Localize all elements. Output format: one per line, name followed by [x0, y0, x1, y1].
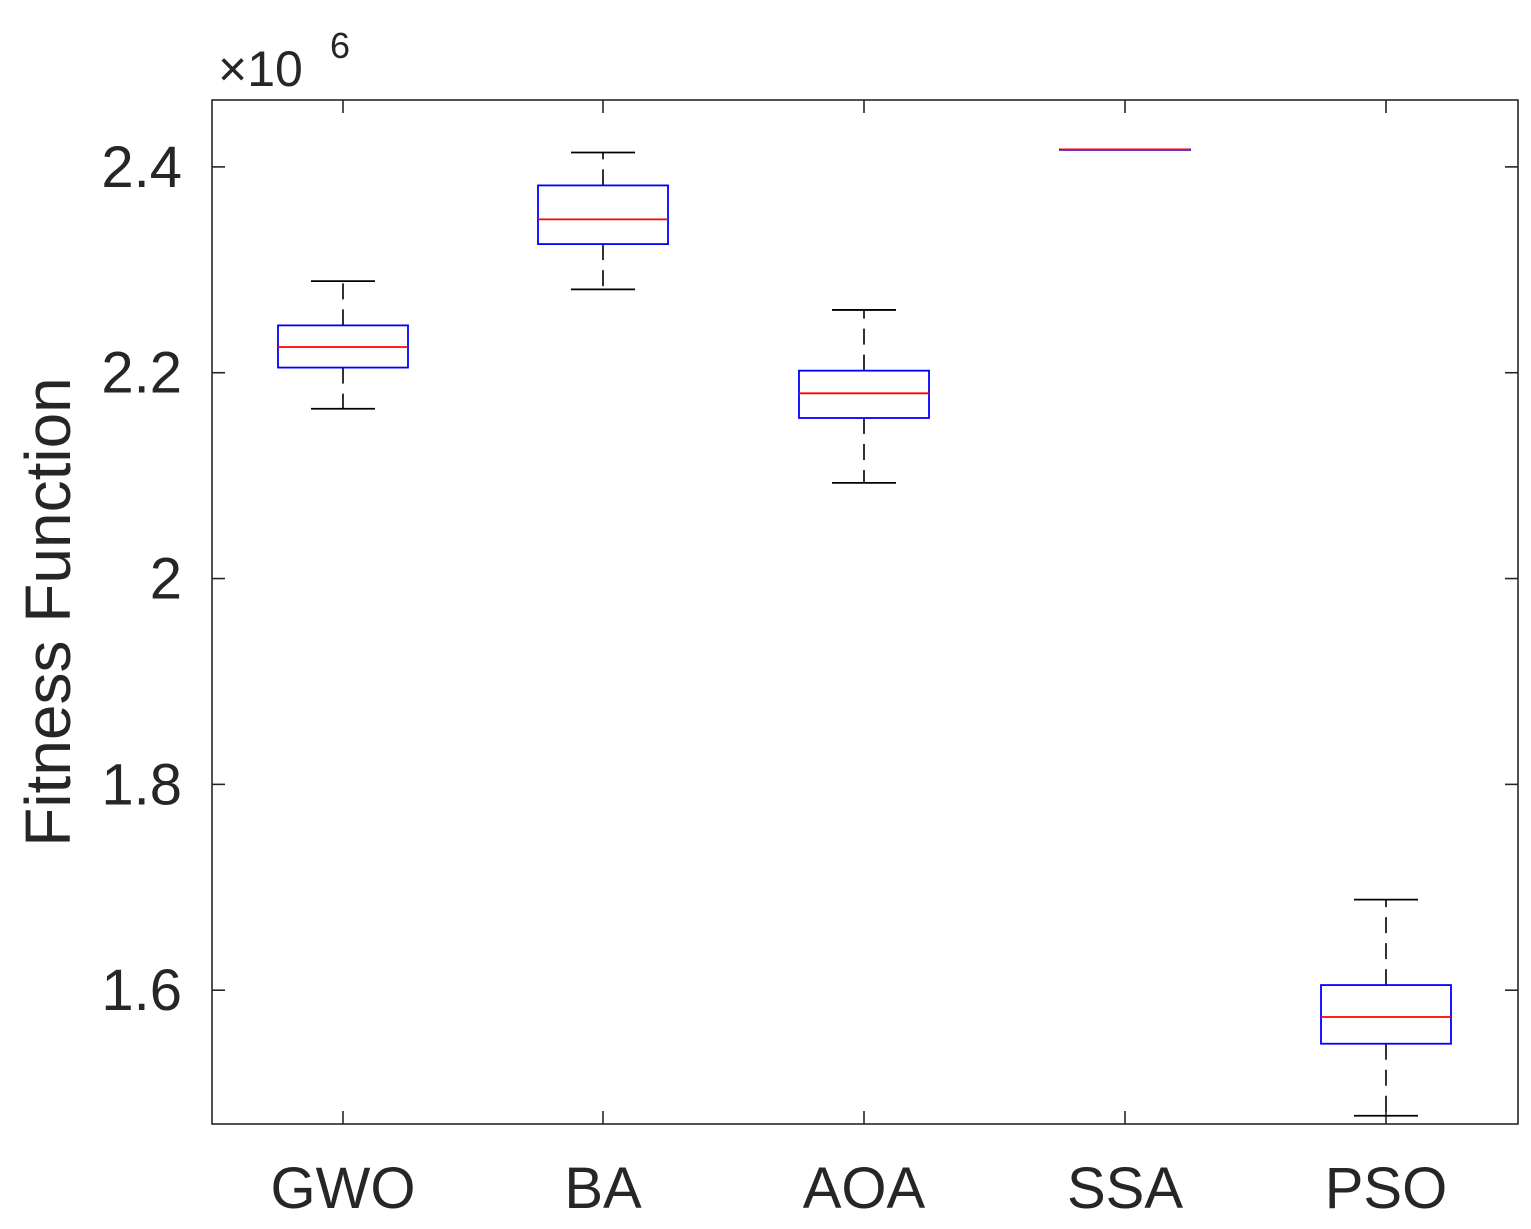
box-aoa: [798, 309, 930, 484]
y-tick-label: 1.6: [101, 958, 182, 1023]
box-plots: [277, 148, 1452, 1117]
box-ssa: [1059, 148, 1191, 151]
y-axis-title: Fitness Function: [12, 377, 84, 847]
y-tick-label: 2.2: [101, 341, 182, 406]
x-tick-label: PSO: [1325, 1156, 1448, 1221]
y-tick-label: 2.4: [101, 135, 182, 200]
box-pso: [1320, 898, 1452, 1117]
plot-frame: [211, 99, 1519, 1125]
box-gwo: [277, 280, 409, 410]
y-tick-label: 2: [150, 547, 182, 612]
x-tick-label: GWO: [271, 1156, 416, 1221]
axes: 1.6 1.8 2 2.2 2.4 GWO BA AOA SSA PSO: [101, 99, 1519, 1221]
y-tick-label: 1.8: [101, 752, 182, 817]
axis-labels: Fitness Function ×10 6: [12, 25, 350, 847]
box-ba: [537, 151, 669, 291]
x-tick-label: SSA: [1067, 1156, 1183, 1221]
x-tick-label: AOA: [803, 1156, 926, 1221]
iqr-box: [1320, 984, 1452, 1045]
y-exponent-power: 6: [330, 25, 350, 66]
iqr-box: [537, 184, 669, 245]
x-tick-label: BA: [564, 1156, 642, 1221]
iqr-box: [798, 369, 930, 419]
y-exponent-base: ×10: [218, 41, 303, 97]
